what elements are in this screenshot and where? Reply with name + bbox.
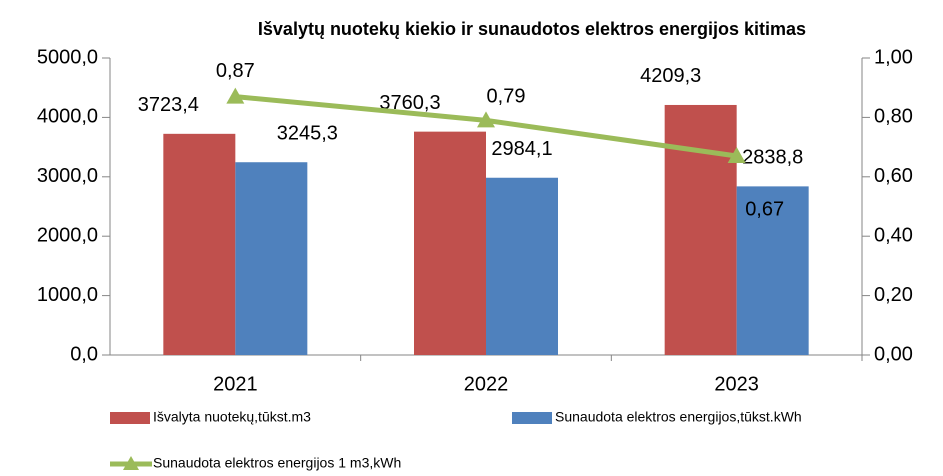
data-label: 3723,4 [138,94,199,116]
y-tick-label: 4000,0 [37,106,98,128]
x-tick-label: 2022 [464,373,509,395]
marker [727,147,746,164]
legend-label: Sunaudota elektros energijos,tūkst.kWh [555,409,802,425]
bar [486,177,558,355]
y2-tick-label: 0,40 [874,224,913,246]
legend-swatch [110,412,150,424]
bar [163,133,236,355]
data-label: 3760,3 [379,92,440,114]
data-label: 4209,3 [640,65,701,87]
x-tick-label: 2023 [714,373,759,395]
y2-tick-label: 1,00 [874,46,913,68]
data-label: 3245,3 [277,123,338,145]
y2-tick-label: 0,00 [874,343,913,365]
data-label: 0,87 [216,60,255,82]
legend-label: Išvalyta nuotekų,tūkst.m3 [153,409,311,425]
bar [736,186,809,355]
chart-title: Išvalytų nuotekų kiekio ir sunaudotos el… [258,19,806,39]
y2-tick-label: 0,20 [874,284,913,306]
y-tick-label: 2000,0 [37,224,98,246]
legend-swatch [512,412,552,424]
data-label: 2984,1 [491,138,552,160]
y-tick-label: 3000,0 [37,165,98,187]
data-label: 2838,8 [742,147,803,169]
bar [414,131,486,355]
x-tick-label: 2021 [213,373,258,395]
y2-tick-label: 0,60 [874,165,913,187]
y-tick-label: 5000,0 [37,46,98,68]
y-tick-label: 0,0 [70,343,98,365]
marker [477,111,495,128]
bar [235,162,308,355]
y2-tick-label: 0,80 [874,106,913,128]
data-label: 0,79 [487,86,526,108]
legend-label: Sunaudota elektros energijos 1 m3,kWh [153,455,401,471]
data-label: 0,67 [745,198,784,220]
y-tick-label: 1000,0 [37,284,98,306]
legend-marker [123,456,139,470]
bar [664,104,737,355]
marker [226,87,245,104]
